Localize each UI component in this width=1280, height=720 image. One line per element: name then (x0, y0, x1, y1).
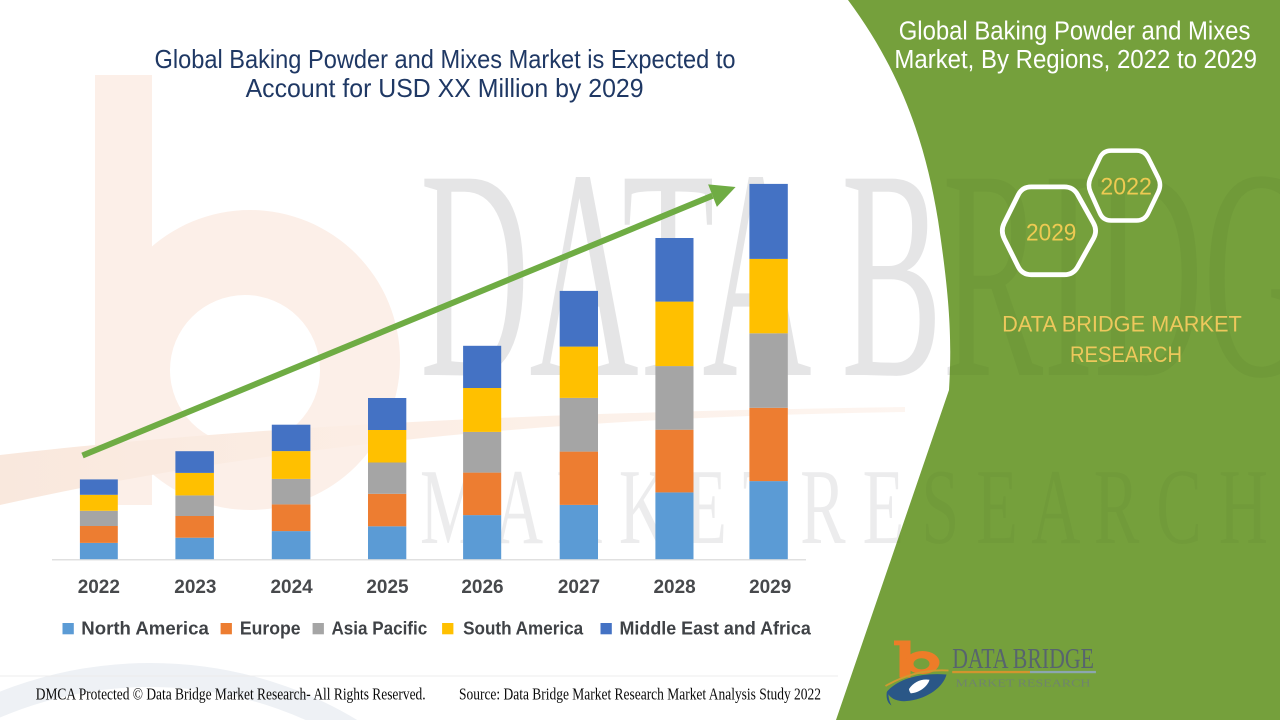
svg-text:Global Baking Powder and Mixes: Global Baking Powder and Mixes Market is… (155, 44, 736, 74)
svg-text:Source: Data Bridge Market Res: Source: Data Bridge Market Research Mark… (459, 685, 821, 704)
svg-text:Asia Pacific: Asia Pacific (332, 619, 428, 639)
svg-text:2023: 2023 (174, 577, 216, 598)
svg-text:2028: 2028 (654, 577, 696, 598)
svg-text:2022: 2022 (78, 577, 120, 598)
svg-text:DATA BRIDGE: DATA BRIDGE (952, 643, 1094, 675)
svg-text:2026: 2026 (461, 577, 503, 598)
svg-text:2029: 2029 (1026, 220, 1076, 247)
svg-text:2027: 2027 (558, 577, 600, 598)
svg-text:RESEARCH: RESEARCH (1070, 342, 1182, 367)
svg-text:Global Baking Powder and Mixes: Global Baking Powder and Mixes (899, 17, 1251, 45)
svg-text:2025: 2025 (366, 577, 409, 598)
svg-text:2022: 2022 (1100, 174, 1152, 201)
svg-text:Middle East and Africa: Middle East and Africa (620, 619, 812, 639)
svg-text:Market, By Regions, 2022 to 20: Market, By Regions, 2022 to 2029 (894, 46, 1257, 74)
svg-text:Europe: Europe (240, 619, 301, 639)
svg-text:2024: 2024 (271, 577, 314, 598)
svg-text:DMCA Protected © Data Bridge M: DMCA Protected © Data Bridge Market Rese… (36, 685, 426, 704)
svg-text:MARKET RESEARCH: MARKET RESEARCH (956, 679, 1092, 690)
svg-text:DATA BRIDGE MARKET: DATA BRIDGE MARKET (1002, 311, 1242, 336)
svg-text:Account for USD XX Million by: Account for USD XX Million by 2029 (246, 73, 644, 103)
svg-text:North America: North America (81, 619, 210, 639)
svg-text:South America: South America (463, 619, 584, 639)
svg-text:2029: 2029 (749, 577, 791, 598)
